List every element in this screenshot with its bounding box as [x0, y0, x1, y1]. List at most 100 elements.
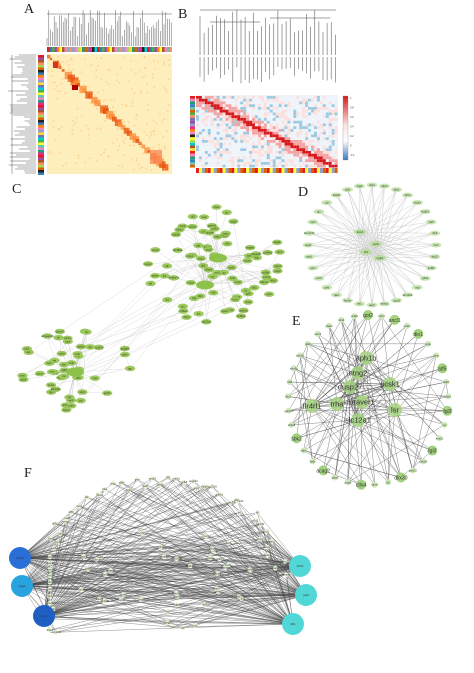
svg-text:oxt: oxt [62, 374, 66, 378]
svg-text:klf4: klf4 [218, 557, 223, 561]
panel-e-node: slc4a5 [288, 421, 296, 428]
panel-c-node: h19 [208, 289, 219, 296]
panel-f-node: bdnf [247, 567, 252, 572]
svg-text:zfp36: zfp36 [174, 594, 181, 598]
panel-f-node: pdk4 [182, 479, 188, 485]
svg-text:klf13: klf13 [63, 403, 69, 407]
svg-text:cdf4: cdf4 [287, 380, 292, 384]
svg-text:nnat: nnat [230, 276, 235, 280]
svg-text:arc: arc [79, 588, 83, 592]
svg-text:cartpt: cartpt [64, 336, 71, 340]
panel-e-node: gbss3 [332, 474, 339, 481]
panel-f-node: nsf [203, 533, 209, 539]
panel-b-dendrogram-labels [199, 57, 336, 84]
panel-f-hub-node: cpgab [11, 575, 33, 597]
svg-text:fam3c: fam3c [344, 298, 352, 302]
panel-c-node: eln [177, 303, 188, 310]
svg-text:wisp2: wisp2 [145, 262, 152, 266]
svg-text:tbc1d16: tbc1d16 [403, 293, 413, 297]
panel-d-node: ctsl [321, 200, 333, 206]
svg-text:zim1: zim1 [214, 271, 220, 275]
svg-text:mpzl2: mpzl2 [393, 298, 400, 302]
panel-b-label: B [178, 7, 187, 22]
panel-f-node: egr3 [55, 539, 61, 545]
svg-text:cebpd: cebpd [209, 547, 217, 551]
svg-text:ramp1: ramp1 [381, 302, 389, 306]
panel-f-node: klf6 [174, 602, 179, 608]
svg-text:dusp1: dusp1 [160, 555, 168, 559]
panel-c-node: nipa2 [185, 279, 196, 286]
panel-d-node: fam3c [342, 297, 354, 303]
panel-f-node: sgk1 [126, 487, 132, 493]
svg-text:nr1d1: nr1d1 [252, 519, 259, 523]
svg-text:bgn: bgn [255, 256, 260, 260]
panel-d-node: ypfb [321, 284, 333, 290]
svg-text:bcl2: bcl2 [69, 361, 74, 365]
svg-text:fosb: fosb [48, 536, 53, 540]
panel-d-node: tbr1 [354, 301, 366, 307]
svg-text:klf2: klf2 [166, 475, 171, 479]
svg-text:ampl1: ampl1 [238, 596, 246, 600]
svg-text:golga8: golga8 [121, 346, 129, 350]
svg-text:agrp: agrp [68, 398, 74, 402]
panel-c-hub-node [66, 367, 84, 377]
svg-text:npy: npy [88, 346, 93, 349]
panel-c-node: col14a1 [262, 249, 273, 256]
svg-text:ks6x: ks6x [310, 459, 316, 463]
svg-text:chsr1: chsr1 [445, 394, 452, 398]
svg-text:ctsl: ctsl [325, 200, 329, 204]
panel-f-hub-node: rdh12 [289, 555, 311, 577]
svg-text:plam2: plam2 [325, 324, 333, 328]
svg-text:tnfaip3: tnfaip3 [107, 568, 115, 572]
panel-c-node: ndn [188, 295, 200, 302]
panel-c-node: gal [64, 394, 75, 400]
panel-c-node: nipa1 [272, 263, 283, 269]
svg-text:fmod: fmod [180, 224, 186, 228]
panel-d-node: tbc1d16 [402, 292, 414, 298]
svg-text:aph1b: aph1b [356, 354, 377, 363]
svg-text:ndnl2: ndnl2 [58, 351, 65, 355]
svg-text:clock: clock [264, 545, 271, 549]
panel-f-node: fkbp5 [201, 484, 208, 490]
svg-text:npas2: npas2 [264, 553, 272, 557]
svg-text:chrna7: chrna7 [56, 329, 64, 333]
svg-text:igf2: igf2 [201, 264, 206, 268]
panel-f-node: angptl4 [189, 478, 198, 484]
svg-text:atf3: atf3 [237, 595, 242, 599]
panel-f-node: npas2 [264, 552, 272, 558]
panel-c-node: igf2r [243, 290, 254, 297]
svg-text:spry2: spry2 [47, 567, 54, 571]
svg-text:wnk1: wnk1 [306, 255, 313, 259]
panel-e-node: gkb1 [304, 340, 311, 347]
panel-f-node: arc [78, 587, 83, 593]
svg-text:pdk: pdk [196, 243, 201, 247]
panel-d-node: vegfb [302, 242, 314, 248]
svg-text:ucp2: ucp2 [194, 486, 200, 490]
panel-e-node: ancl1 [389, 314, 401, 325]
panel-e-node: mdb7 [443, 379, 450, 386]
svg-text:atp10a: atp10a [240, 308, 248, 312]
panel-e-node: chrnb3 [296, 352, 304, 359]
svg-text:fgl3: fgl3 [428, 449, 436, 455]
svg-text:col1a1: col1a1 [189, 225, 197, 229]
panel-c-node: tdk [145, 280, 156, 287]
panel-f-nodes: wnt5 ampl1 dnq atf3 fos cdc28 nsf pcsk5 kctd2 btg… [9, 475, 317, 635]
svg-text:rorc: rorc [283, 559, 288, 563]
svg-text:fgr: fgr [244, 288, 247, 292]
panel-c-node: trh [53, 334, 64, 341]
svg-text:sik1: sik1 [48, 594, 53, 598]
svg-text:tob1: tob1 [102, 487, 108, 491]
svg-text:tac1: tac1 [47, 361, 52, 365]
svg-text:ier3: ier3 [174, 592, 179, 596]
panel-c-node: loxl1 [230, 296, 241, 303]
svg-text:thbs2: thbs2 [176, 228, 183, 232]
panel-f-hub-node: fmpxc [33, 605, 55, 627]
panel-e-node: fgl3 [442, 405, 453, 416]
svg-text:arrdc3: arrdc3 [149, 476, 157, 480]
svg-text:hcrt: hcrt [62, 362, 67, 366]
panel-e-node: ctcs4 [378, 313, 385, 320]
svg-text:prelp: prelp [229, 265, 235, 269]
panel-d-node: sftp1 [366, 182, 378, 188]
svg-text:comp: comp [244, 260, 251, 263]
